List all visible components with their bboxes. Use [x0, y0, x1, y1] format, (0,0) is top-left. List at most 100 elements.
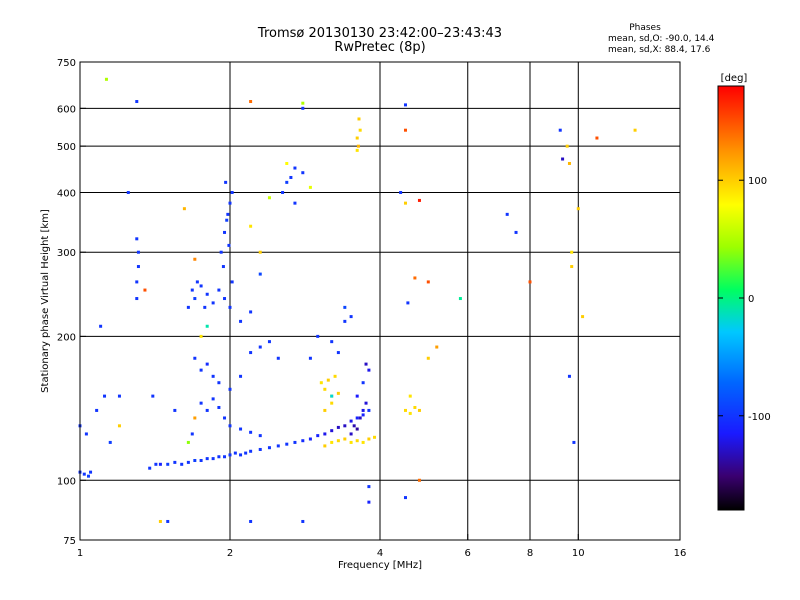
echo-point — [193, 257, 197, 261]
echo-point — [361, 440, 365, 444]
echo-point — [289, 175, 293, 179]
echo-point — [413, 276, 417, 280]
echo-point — [426, 356, 430, 360]
echo-point — [89, 470, 93, 474]
echo-point — [408, 411, 412, 415]
echo-point — [190, 432, 194, 436]
echo-point — [258, 434, 262, 438]
echo-point — [239, 374, 243, 378]
echo-point — [143, 288, 147, 292]
echo-point — [239, 453, 243, 457]
echo-point — [239, 319, 243, 323]
echo-point — [258, 250, 262, 254]
y-axis-label: Stationary phase Virtual Height [km] — [40, 209, 51, 393]
echo-point — [361, 408, 365, 412]
colorbar-tick-label: -100 — [748, 412, 771, 423]
echo-point — [199, 368, 203, 372]
echo-point — [193, 356, 197, 360]
echo-point — [357, 117, 361, 121]
echo-point — [186, 305, 190, 309]
echo-point — [228, 201, 232, 205]
x-tick-label: 6 — [465, 548, 471, 559]
echo-point — [186, 460, 190, 464]
echo-point — [221, 265, 225, 269]
echo-point — [205, 324, 209, 328]
echo-point — [180, 462, 184, 466]
echo-point — [249, 224, 253, 228]
echo-point — [258, 272, 262, 276]
echo-point — [276, 356, 280, 360]
echo-point — [403, 128, 407, 132]
echo-point — [211, 301, 215, 305]
echo-point — [316, 334, 320, 338]
echo-point — [403, 103, 407, 107]
echo-point — [367, 500, 371, 504]
echo-point — [135, 297, 139, 301]
echo-point — [199, 401, 203, 405]
echo-point — [576, 207, 580, 211]
echo-point — [267, 446, 271, 450]
echo-point — [330, 440, 334, 444]
echo-point — [151, 394, 155, 398]
echo-point — [308, 437, 312, 441]
echo-point — [186, 440, 190, 444]
echo-point — [136, 265, 140, 269]
echo-point — [199, 334, 203, 338]
colorbar-label: [deg] — [721, 73, 748, 84]
echo-point — [244, 451, 248, 455]
echo-point — [308, 356, 312, 360]
colorbar-ticks: -100 0 100 — [718, 176, 771, 423]
echo-point — [570, 265, 574, 269]
echo-point — [249, 351, 253, 355]
echo-point — [572, 440, 576, 444]
echo-point — [211, 397, 215, 401]
echo-point — [343, 437, 347, 441]
y-tick-label: 100 — [57, 476, 76, 487]
echo-point — [336, 425, 340, 429]
echo-point — [258, 447, 262, 451]
echo-point — [224, 180, 228, 184]
echo-point — [567, 374, 571, 378]
echo-point — [166, 519, 170, 523]
echo-point — [223, 416, 227, 420]
echo-point — [356, 144, 360, 148]
y-tick-label: 200 — [57, 332, 76, 343]
echo-point — [367, 437, 371, 441]
y-tick-label: 300 — [57, 248, 76, 259]
echo-point — [258, 345, 262, 349]
axis-ticks: 1 2 4 6 8 10 16 75 100 200 300 400 500 600 750 — [57, 58, 686, 559]
echo-point — [193, 458, 197, 462]
echo-point — [567, 161, 571, 165]
echo-point — [227, 243, 231, 247]
x-axis-label: Frequency [MHz] — [338, 560, 422, 571]
echo-point — [293, 440, 297, 444]
echo-point — [355, 136, 359, 140]
echo-point — [399, 190, 403, 194]
echo-point — [205, 457, 209, 461]
echo-point — [333, 374, 337, 378]
echo-point — [316, 434, 320, 438]
echo-point — [417, 408, 421, 412]
echo-point — [117, 394, 121, 398]
echo-point — [276, 444, 280, 448]
echo-point — [211, 457, 215, 461]
echo-point — [135, 280, 139, 284]
echo-point — [581, 315, 585, 319]
echo-point — [528, 280, 532, 284]
echo-point — [223, 230, 227, 234]
echo-point — [136, 250, 140, 254]
chart-subtitle: RwPretec (8p) — [334, 40, 426, 55]
echo-point — [126, 190, 130, 194]
echo-point — [205, 292, 209, 296]
echo-point — [199, 458, 203, 462]
echo-point — [361, 381, 365, 385]
colorbar-tick-label: 100 — [748, 176, 767, 187]
gridlines — [80, 62, 680, 540]
echo-point — [226, 212, 230, 216]
echo-point — [108, 440, 112, 444]
echo-point — [285, 180, 289, 184]
echo-point — [361, 413, 365, 417]
echo-point — [228, 305, 232, 309]
echo-point — [349, 315, 353, 319]
